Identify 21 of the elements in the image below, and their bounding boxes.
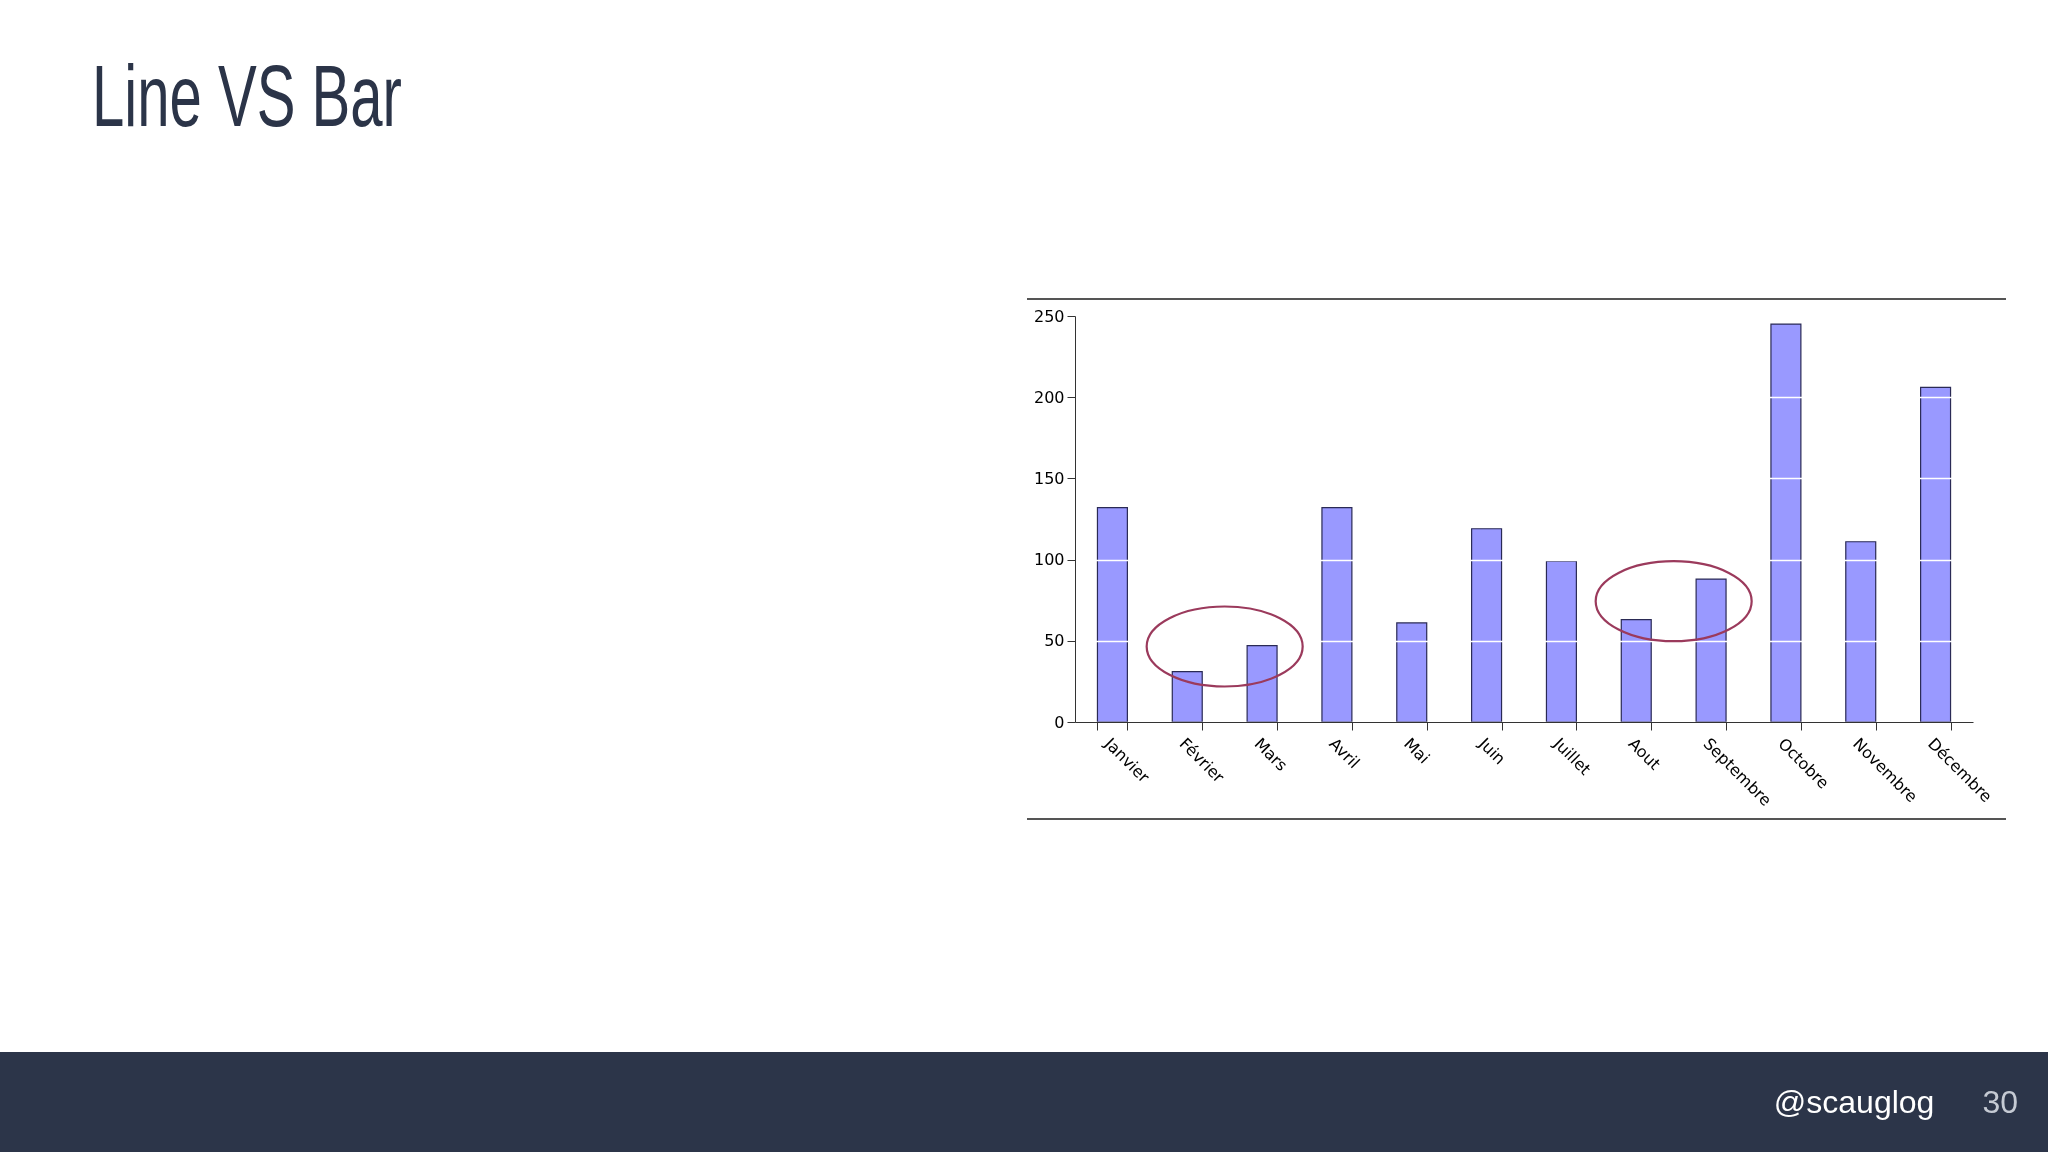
bar (1845, 541, 1877, 723)
text: Line VS Bar (92, 46, 402, 145)
bar (1695, 578, 1727, 723)
footer-panel: @scauglog 30 (0, 1052, 2048, 1152)
y-tick-label: 150 (1033, 468, 1065, 488)
y-tick-label: 200 (1033, 387, 1065, 407)
y-tick-label: 50 (1044, 631, 1065, 651)
y-tick-label: 250 (1033, 306, 1065, 326)
bar (1770, 323, 1802, 723)
y-tick-label: 100 (1033, 550, 1065, 570)
bar (1920, 386, 1952, 723)
bar (1171, 671, 1203, 723)
bar (1321, 507, 1353, 723)
bar (1620, 619, 1652, 723)
bar (1545, 560, 1577, 723)
x-tick-label: Mai (1400, 734, 1434, 768)
bar (1396, 622, 1428, 723)
y-tick-label: 0 (1054, 712, 1065, 732)
bar (1096, 507, 1128, 723)
bar (1246, 645, 1278, 723)
bar (1471, 528, 1503, 723)
